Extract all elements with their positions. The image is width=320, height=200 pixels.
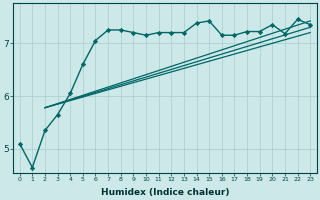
- X-axis label: Humidex (Indice chaleur): Humidex (Indice chaleur): [101, 188, 229, 197]
